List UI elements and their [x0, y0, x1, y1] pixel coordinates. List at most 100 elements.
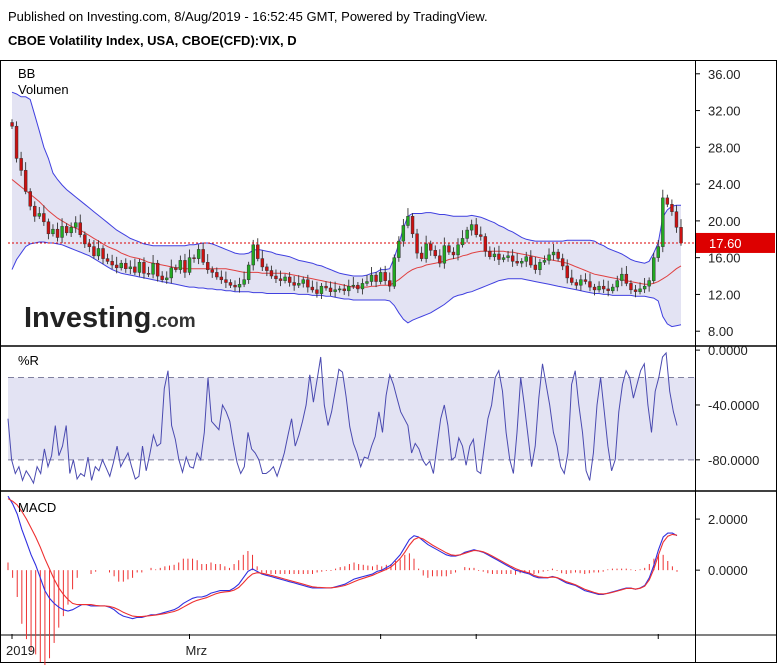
candle — [633, 289, 638, 292]
candle — [670, 204, 674, 212]
candle — [137, 262, 142, 273]
candle — [397, 240, 401, 258]
candle — [588, 281, 592, 288]
signal-line — [7, 498, 678, 618]
candle — [456, 244, 460, 256]
current-price-label: 17.60 — [709, 236, 742, 251]
candle — [78, 222, 82, 235]
candle — [620, 273, 624, 281]
candle — [310, 286, 315, 291]
candle — [547, 254, 551, 261]
candle — [497, 253, 501, 260]
candle — [69, 227, 73, 234]
williams-r-line — [7, 351, 678, 485]
indicator-label: Volumen — [18, 82, 69, 97]
candle — [629, 283, 633, 291]
candle — [114, 264, 119, 269]
macd-histogram — [7, 551, 678, 665]
macd-label: MACD — [18, 500, 56, 515]
indicator-label: BB — [18, 66, 35, 81]
candle — [374, 274, 378, 282]
candle — [283, 276, 287, 281]
candle — [333, 289, 337, 292]
candle — [574, 282, 579, 286]
candle — [324, 285, 328, 289]
candle — [315, 289, 319, 294]
candle — [392, 257, 396, 287]
candle — [533, 264, 538, 270]
candle — [520, 261, 524, 264]
wr-tick-label: 0.0000 — [708, 343, 748, 358]
candle — [488, 250, 492, 257]
price-tick-label: 12.00 — [708, 287, 741, 302]
price-tick-label: 8.00 — [708, 324, 733, 339]
candle — [419, 252, 424, 259]
candle — [447, 245, 451, 253]
candle — [19, 158, 23, 171]
candle — [360, 283, 365, 290]
candle — [383, 272, 387, 281]
candle — [165, 277, 169, 280]
candle — [146, 273, 151, 275]
candle — [210, 269, 214, 273]
candle — [483, 236, 488, 252]
candle — [538, 262, 542, 270]
candle — [615, 280, 619, 288]
candle — [438, 255, 442, 264]
candle — [606, 288, 610, 291]
wr-label: %R — [18, 353, 39, 368]
candle — [301, 279, 305, 284]
wr-tick-label: -80.0000 — [708, 453, 759, 468]
candle — [142, 262, 146, 274]
candle — [60, 226, 64, 238]
candle — [169, 267, 173, 279]
candle — [196, 249, 201, 259]
candle — [251, 244, 255, 266]
candle — [292, 282, 296, 286]
candle — [37, 213, 42, 217]
candle — [101, 248, 105, 259]
candle — [287, 276, 292, 283]
band-fill — [12, 92, 681, 327]
candle — [356, 284, 360, 290]
bollinger-bands — [11, 91, 682, 328]
candle — [92, 246, 96, 257]
price-tick-label: 36.00 — [708, 67, 741, 82]
candle — [524, 256, 528, 262]
candle — [597, 285, 601, 291]
candle — [178, 260, 183, 270]
candle — [96, 248, 101, 257]
candle — [647, 280, 651, 287]
candle — [579, 279, 583, 286]
candle — [155, 262, 160, 277]
candle — [297, 283, 301, 286]
candle — [228, 282, 233, 286]
candle — [433, 250, 437, 257]
candle — [624, 273, 629, 284]
investing-logo-suffix: .com — [151, 311, 195, 332]
time-tick-label: 2019 — [6, 643, 35, 658]
candle — [74, 222, 78, 228]
candle — [515, 261, 519, 264]
upper-band-line — [11, 91, 681, 277]
candle — [665, 197, 670, 205]
candle — [174, 267, 178, 270]
candle — [224, 279, 228, 283]
candle — [592, 286, 597, 291]
candle — [479, 234, 483, 237]
candle — [256, 244, 260, 259]
candle — [565, 265, 569, 279]
candle — [424, 243, 428, 259]
candle — [219, 276, 224, 281]
candle — [278, 278, 283, 281]
candles — [10, 119, 683, 300]
candle — [347, 285, 351, 292]
candle — [510, 255, 515, 262]
investing-logo: Investing.com — [24, 302, 196, 334]
candle — [406, 216, 410, 226]
candle — [46, 221, 51, 235]
price-tick-label: 24.00 — [708, 177, 741, 192]
candle — [28, 191, 32, 207]
time-tick-label: Mrz — [185, 643, 207, 658]
